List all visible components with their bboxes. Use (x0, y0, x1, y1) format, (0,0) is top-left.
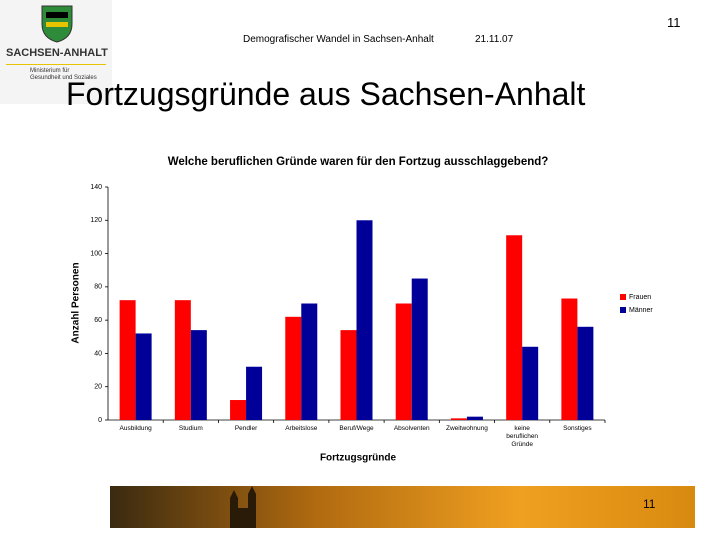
bar (522, 346, 539, 420)
x-tick-label: Absolventen (393, 425, 430, 432)
bar (356, 220, 373, 420)
crest-stripe (46, 22, 68, 27)
x-axis-label: Fortzugsgründe (320, 453, 397, 464)
x-tick-label: Beruf/Wege (339, 425, 374, 432)
footer-band (110, 486, 695, 528)
bar (135, 333, 152, 420)
y-tick-label: 80 (94, 284, 102, 291)
legend-label: Frauen (629, 294, 651, 301)
legend-box (616, 289, 668, 317)
logo: SACHSEN-ANHALT Ministerium für Gesundhei… (0, 0, 112, 104)
x-tick-label: Sonstiges (563, 425, 592, 432)
x-tick-label: keine beruflichen Gründe (506, 425, 539, 448)
logo-text: Gesundheit und Soziales (30, 75, 97, 81)
y-tick-label: 20 (94, 384, 102, 391)
y-tick-label: 60 (94, 317, 102, 324)
chart: Welche beruflichen Gründe waren für den … (70, 156, 668, 464)
bar (395, 303, 412, 420)
x-tick-label: Arbeitslose (285, 425, 318, 432)
bar (450, 418, 467, 420)
x-tick-label: Studium (178, 425, 203, 432)
logo-graphic (6, 5, 106, 65)
bar (119, 300, 136, 420)
page-number: 11 (667, 15, 681, 30)
y-tick-label: 140 (90, 184, 102, 191)
bar (230, 400, 247, 420)
legend-label: Männer (629, 307, 653, 314)
bar (190, 330, 207, 420)
footer-image (110, 486, 695, 528)
bar (577, 326, 594, 420)
chart-title: Welche beruflichen Gründe waren für den … (168, 156, 549, 168)
y-tick-label: 40 (94, 350, 102, 357)
bar (174, 300, 191, 420)
y-axis-label: Anzahl Personen (71, 262, 82, 343)
bar (246, 366, 263, 420)
bar (506, 235, 523, 420)
logo-rule (6, 64, 106, 65)
x-tick-label: Zweitwohnung (445, 425, 488, 432)
x-tick-label: Pendler (234, 425, 258, 432)
footer-page-number: 11 (643, 497, 656, 511)
bar (340, 330, 357, 420)
header-date: 21.11.07 (475, 34, 514, 45)
bar (561, 298, 578, 420)
y-tick-label: 120 (90, 217, 102, 224)
bar (285, 316, 302, 420)
legend-swatch (620, 294, 626, 300)
logo-name: SACHSEN-ANHALT (6, 47, 108, 59)
y-tick-label: 0 (98, 417, 102, 424)
logo-text: Ministerium für (30, 68, 70, 74)
bar (301, 303, 318, 420)
slide-title: Fortzugsgründe aus Sachsen-Anhalt (66, 76, 586, 112)
header-text: Demografischer Wandel in Sachsen-Anhalt (243, 34, 434, 45)
crest-stripe (46, 12, 68, 18)
legend-swatch (620, 307, 626, 313)
bar (411, 278, 428, 420)
footer-silhouette (230, 486, 256, 528)
x-tick-label: Ausbildung (119, 425, 152, 432)
y-tick-label: 100 (90, 250, 102, 257)
bar (466, 416, 483, 420)
